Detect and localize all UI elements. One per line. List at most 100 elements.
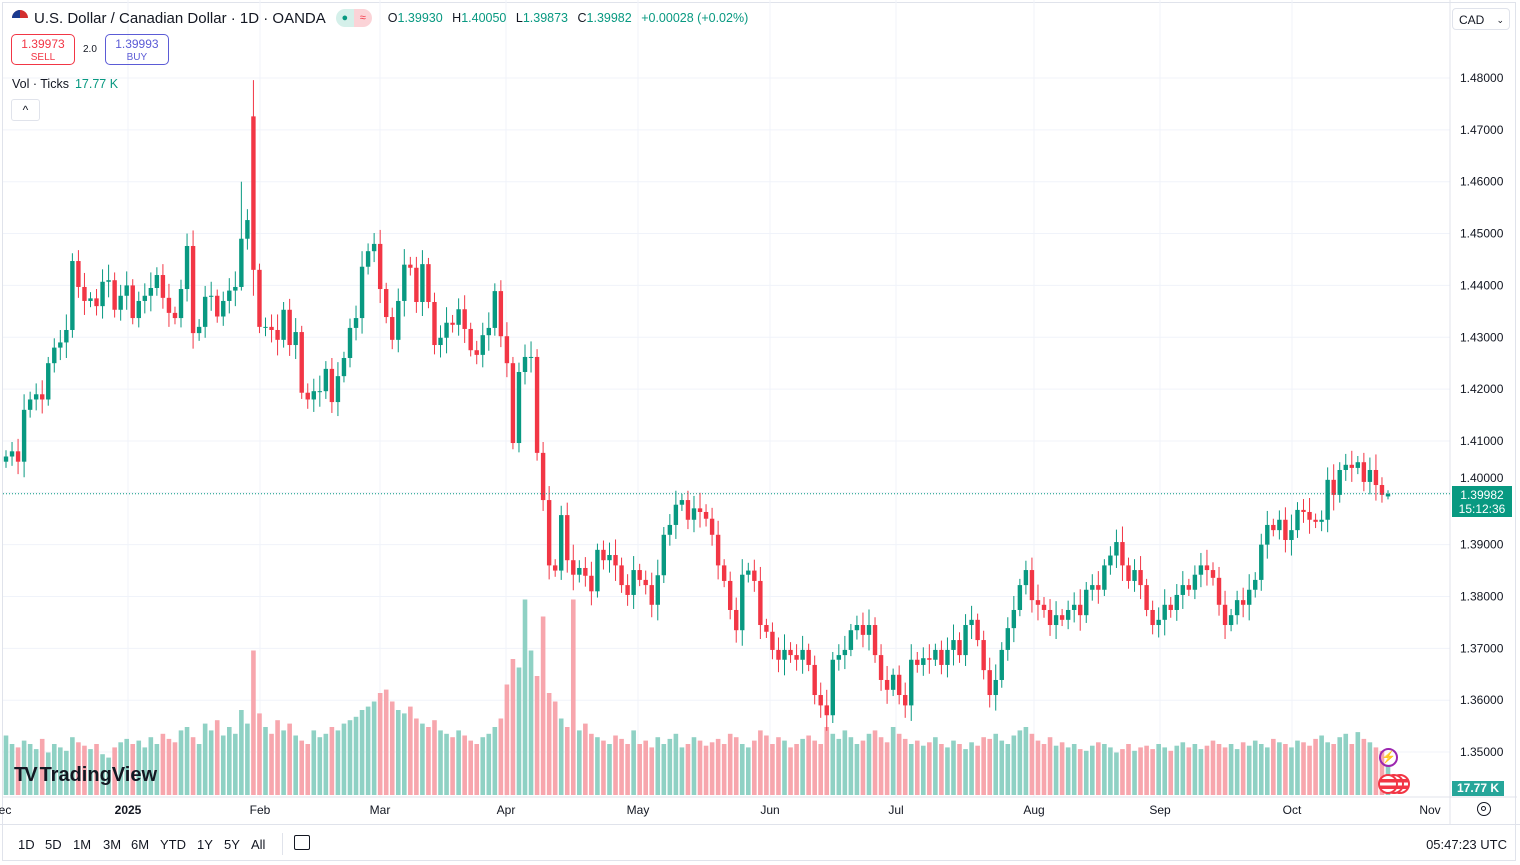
volume-bar [1246, 745, 1252, 795]
price-tick-label: 1.36000 [1460, 693, 1504, 707]
collapse-legend-button[interactable]: ^ [11, 99, 40, 121]
volume-bar [468, 740, 473, 795]
symbol-legend: U.S. Dollar / Canadian Dollar · 1D · OAN… [12, 9, 748, 27]
timeframe-1m[interactable]: 1M [73, 837, 92, 852]
time-tick-label: May [627, 803, 650, 817]
timeframe-ytd[interactable]: YTD [160, 837, 186, 852]
candle-body [1029, 570, 1035, 601]
candle-body [679, 500, 685, 505]
candle-body [1319, 519, 1324, 522]
volume-bar [564, 727, 570, 795]
candle-body [1059, 615, 1065, 620]
candle-body [492, 291, 498, 328]
high-label: H [452, 11, 462, 25]
candle-body [848, 630, 854, 650]
settings-icon[interactable] [1477, 802, 1491, 816]
buy-button[interactable]: 1.39993 BUY [104, 34, 169, 65]
candlestick-chart[interactable]: 1.48000 1.47000 1.46000 1.45000 1.44000 1.430… [0, 0, 1520, 824]
timeframe-6m[interactable]: 6M [131, 837, 150, 852]
candle-body [208, 295, 214, 297]
volume-bar [492, 727, 498, 795]
candle-body [33, 394, 39, 400]
candle-body [106, 280, 111, 282]
candle-body [734, 609, 739, 631]
volume-bar [577, 730, 582, 795]
currency-value: CAD [1459, 13, 1485, 27]
volume-bar [1180, 742, 1186, 795]
candle-body [414, 267, 419, 302]
volume-bar [15, 747, 21, 795]
candle-body [571, 560, 576, 575]
volume-bar [45, 752, 51, 795]
candle-body [770, 631, 775, 650]
candle-body [1108, 555, 1113, 566]
volume-bar [510, 659, 516, 795]
volume-bar [1023, 727, 1029, 795]
symbol-title[interactable]: U.S. Dollar / Canadian Dollar · 1D · OAN… [34, 9, 326, 27]
timeframe-1y[interactable]: 1Y [197, 837, 213, 852]
candle-body [872, 625, 878, 656]
timeframe-5d[interactable]: 5D [45, 837, 62, 852]
volume-bar [558, 718, 564, 795]
timeframe-3m[interactable]: 3M [103, 837, 122, 852]
candle-body [721, 565, 727, 581]
candle-body [1216, 577, 1222, 605]
candle-body [595, 549, 600, 592]
volume-bar [878, 737, 884, 795]
volume-bar [1240, 742, 1246, 795]
volume-bar [359, 710, 365, 795]
volume-bar [233, 733, 238, 795]
us-flag-event-icon[interactable] [1378, 774, 1398, 794]
volume-bar [1029, 733, 1035, 795]
volume-bar [685, 744, 691, 795]
volume-bar [770, 744, 775, 795]
candle-body [486, 327, 491, 336]
market-status[interactable]: ● ≈ [335, 9, 372, 27]
volume-bar [758, 730, 763, 795]
sell-button[interactable]: 1.39973 SELL [11, 34, 75, 65]
bottom-toolbar: 1D 5D 1M 3M 6M YTD 1Y 5Y All 05:47:23 UTC [0, 824, 1520, 865]
candle-body [468, 328, 473, 351]
candle-body [1053, 615, 1059, 626]
volume-bar [1198, 749, 1204, 795]
candle-body [390, 317, 395, 340]
timeframe-1d[interactable]: 1D [18, 837, 35, 852]
time-tick-label: ec [0, 803, 11, 817]
clock[interactable]: 05:47:23 UTC [1426, 837, 1507, 852]
volume-bar [1337, 737, 1343, 795]
candle-body [715, 534, 721, 566]
close-value: 1.39982 [586, 11, 632, 25]
timeframe-all[interactable]: All [251, 837, 266, 852]
calendar-goto-date-icon[interactable] [294, 835, 310, 850]
tradingview-logo[interactable]: TV TradingView [14, 764, 157, 787]
volume-bar [945, 747, 950, 795]
candle-body [480, 335, 485, 355]
candle-body [498, 291, 504, 337]
candle-body [76, 261, 81, 287]
candle-body [371, 243, 377, 252]
buy-label: BUY [126, 52, 148, 63]
volume-bar [655, 737, 661, 795]
change-value: +0.00028 (+0.02%) [641, 11, 749, 25]
candle-body [504, 336, 510, 364]
candle-body [184, 245, 190, 290]
volume-bar [836, 738, 842, 795]
volume-bar [395, 710, 401, 795]
candle-body [263, 326, 268, 328]
volume-bar [534, 676, 540, 795]
candle-body [432, 301, 437, 346]
volume-bar [335, 730, 341, 795]
candle-body [933, 649, 938, 660]
timeframe-5y[interactable]: 5Y [224, 837, 240, 852]
candle-body [516, 371, 522, 444]
volume-bar [1258, 744, 1264, 795]
candle-body [685, 500, 691, 520]
currency-select[interactable]: CAD ⌄ [1452, 8, 1510, 30]
candle-body [860, 625, 866, 635]
lightning-event-icon[interactable]: ⚡ [1379, 748, 1398, 767]
candle-body [565, 515, 570, 561]
volume-bar [33, 749, 39, 795]
candle-body [1295, 509, 1300, 531]
volume-bar [794, 744, 799, 795]
volume-bar [172, 742, 178, 795]
